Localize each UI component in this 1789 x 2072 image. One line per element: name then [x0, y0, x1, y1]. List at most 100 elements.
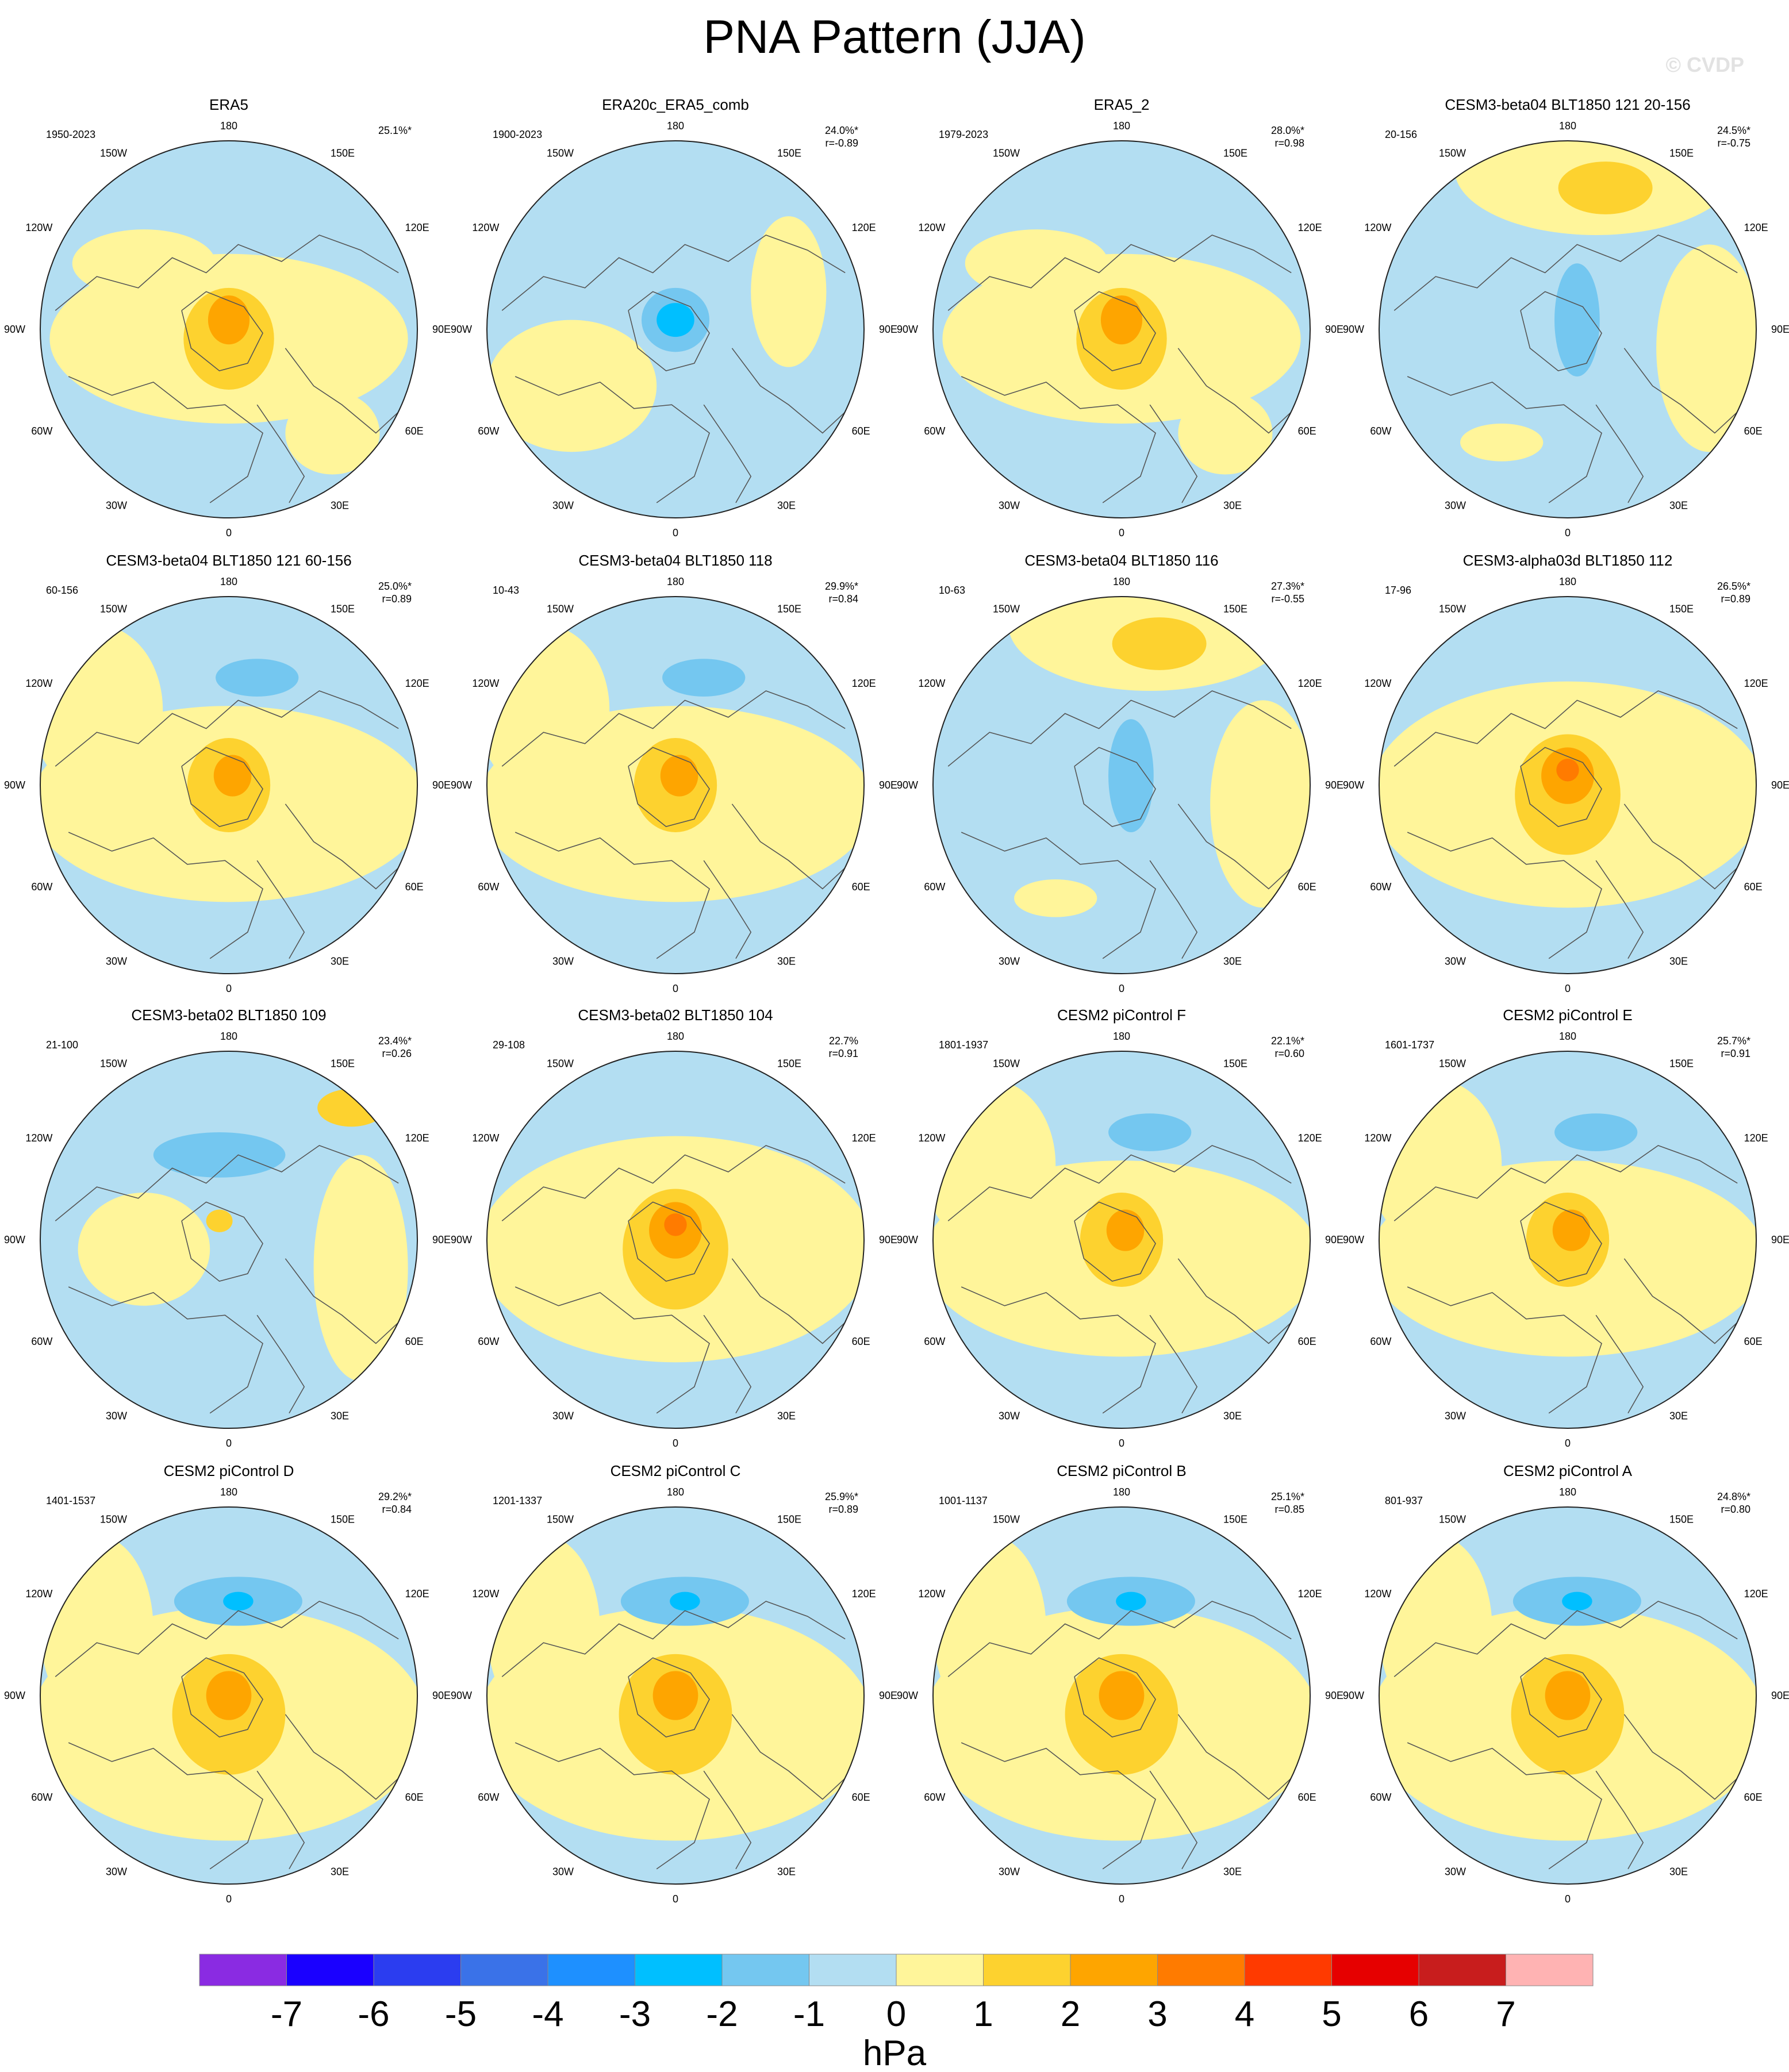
coastline: [1623, 1258, 1742, 1344]
longitude-label: 60W: [478, 1336, 499, 1347]
map-panel: 180 150E 120E 90E 60E 30E 0 30W 60W 90W 120W 150W CE…: [4, 1462, 451, 1905]
coastline: [1149, 1770, 1198, 1870]
longitude-label: 0: [1565, 1437, 1571, 1449]
panel-title: CESM2 piControl C: [611, 1462, 741, 1479]
coastline: [703, 1314, 752, 1414]
coastline: [628, 747, 710, 828]
anomaly-contour: [206, 1209, 233, 1232]
longitude-label: 120W: [918, 678, 945, 689]
longitude-label: 150E: [331, 603, 355, 614]
longitude-label: 90E: [1325, 1690, 1343, 1701]
variance-pct: 28.0%*: [1271, 125, 1304, 136]
coastline: [501, 1145, 846, 1221]
longitude-label: 150W: [1439, 1513, 1466, 1525]
coastline: [285, 1258, 403, 1344]
longitude-label: 90E: [879, 1690, 897, 1701]
longitude-label: 120E: [1744, 678, 1768, 689]
colorbar-segment: [547, 1954, 635, 1986]
longitude-label: 60W: [478, 1792, 499, 1803]
coastline: [628, 1201, 710, 1282]
coastline: [1407, 376, 1602, 503]
longitude-label: 120W: [25, 222, 52, 233]
longitude-label: 180: [1113, 1031, 1130, 1042]
colorbar-segment: [983, 1954, 1071, 1986]
longitude-label: 90E: [432, 779, 451, 791]
colorbar-segment: [460, 1954, 548, 1986]
longitude-label: 0: [673, 1437, 678, 1449]
coastline: [1407, 832, 1602, 959]
longitude-label: 60W: [1370, 881, 1391, 893]
pattern-correlation: r=0.84: [828, 593, 858, 605]
longitude-label: 60E: [405, 425, 424, 437]
map-border: [1379, 596, 1757, 974]
longitude-label: 90E: [879, 1234, 897, 1245]
year-range: 1801-1937: [939, 1039, 988, 1051]
longitude-label: 60W: [1370, 425, 1391, 437]
longitude-label: 150W: [100, 603, 127, 614]
coastline: [1623, 348, 1742, 434]
longitude-label: 90E: [1771, 324, 1789, 335]
variance-pct: 29.2%*: [378, 1491, 412, 1502]
coastline: [961, 832, 1156, 959]
year-range: 20-156: [1385, 129, 1417, 140]
coastline: [1595, 860, 1644, 959]
anomaly-contour: [933, 1535, 1046, 1724]
longitude-label: 0: [673, 527, 678, 539]
map-panel: 180 150E 120E 90E 60E 30E 0 30W 60W 90W 120W 150W CE…: [451, 552, 897, 994]
panel-title: ERA20c_ERA5_comb: [602, 96, 749, 113]
anomaly-contour: [285, 391, 380, 475]
anomaly-contour: [1014, 879, 1097, 917]
longitude-label: 90W: [4, 1690, 25, 1701]
longitude-label: 90W: [897, 324, 918, 335]
coastline: [501, 235, 846, 311]
anomaly-contour: [1108, 1113, 1192, 1151]
longitude-label: 90W: [451, 324, 472, 335]
coastline: [1177, 1258, 1296, 1344]
longitude-label: 150W: [1439, 603, 1466, 614]
longitude-label: 0: [1565, 983, 1571, 994]
longitude-label: 90E: [432, 1234, 451, 1245]
coastline: [1074, 1657, 1156, 1738]
anomaly-contour: [40, 1535, 153, 1724]
panel-title: CESM2 piControl A: [1503, 1462, 1633, 1479]
longitude-label: 120W: [1364, 1588, 1391, 1600]
longitude-label: 150W: [1439, 1058, 1466, 1069]
colorbar-segment: [635, 1954, 723, 1986]
longitude-label: 60E: [1298, 881, 1316, 893]
variance-pct: 25.7%*: [1717, 1035, 1750, 1047]
longitude-label: 180: [220, 1031, 237, 1042]
panel-title: CESM3-beta02 BLT1850 104: [578, 1006, 773, 1024]
variance-pct: 22.1%*: [1271, 1035, 1304, 1047]
coastline: [55, 1601, 399, 1677]
longitude-label: 120E: [405, 678, 429, 689]
longitude-label: 30W: [552, 500, 574, 512]
longitude-label: 30W: [106, 1866, 127, 1878]
panel-title: CESM3-alpha03d BLT1850 112: [1463, 552, 1673, 569]
coastline: [1520, 747, 1602, 828]
year-range: 60-156: [46, 585, 78, 596]
longitude-label: 150W: [547, 147, 574, 159]
coastline: [256, 1314, 305, 1414]
longitude-label: 120E: [405, 222, 429, 233]
map-border: [40, 596, 418, 974]
map-border: [486, 140, 865, 518]
longitude-label: 120E: [1298, 222, 1322, 233]
coastline: [703, 1770, 752, 1870]
coastline: [1177, 1714, 1296, 1800]
colorbar-tick-label: -5: [445, 1994, 477, 2034]
longitude-label: 120E: [1298, 678, 1322, 689]
longitude-label: 120W: [472, 678, 499, 689]
longitude-label: 120E: [1298, 1588, 1322, 1600]
map-panel: 180 150E 120E 90E 60E 30E 0 30W 60W 90W 120W 150W CE…: [1343, 1006, 1789, 1449]
longitude-label: 180: [1113, 576, 1130, 587]
longitude-label: 150W: [100, 1513, 127, 1525]
longitude-label: 90E: [1771, 1690, 1789, 1701]
longitude-label: 120E: [1744, 222, 1768, 233]
map-panel: 180 150E 120E 90E 60E 30E 0 30W 60W 90W 120W 150W CE…: [1343, 552, 1789, 994]
colorbar-segment: [373, 1954, 461, 1986]
longitude-label: 150E: [331, 147, 355, 159]
map-border: [932, 596, 1311, 974]
longitude-label: 30E: [1669, 500, 1688, 512]
pattern-correlation: r=0.80: [1721, 1504, 1750, 1515]
anomaly-contour: [965, 229, 1109, 298]
